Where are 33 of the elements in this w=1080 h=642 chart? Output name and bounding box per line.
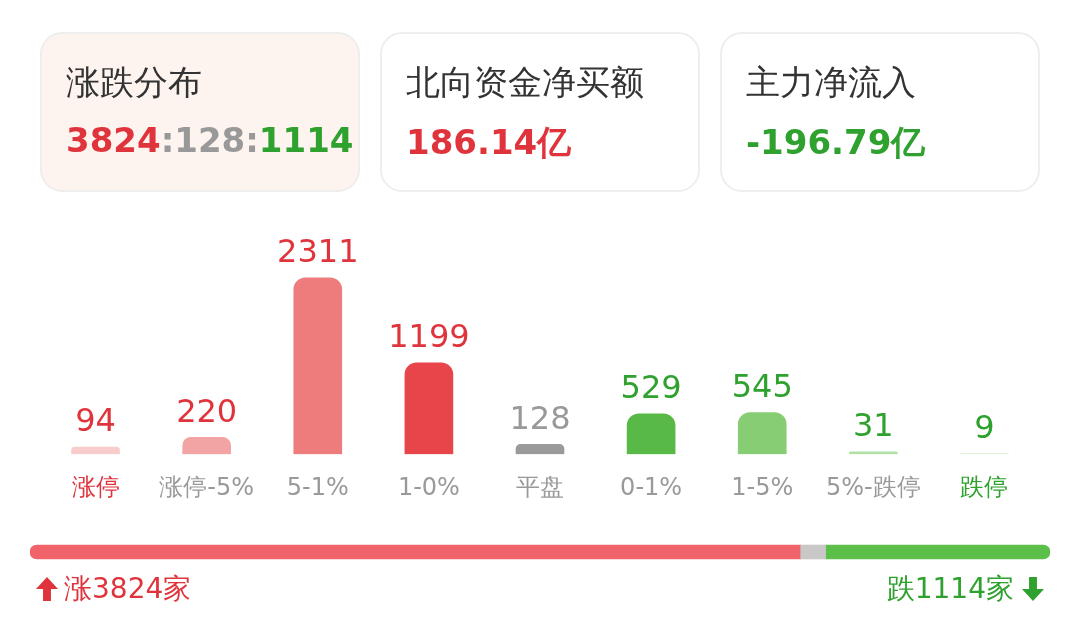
x-tick-label: 平盘: [516, 472, 564, 501]
text: 3824:128:1114: [66, 120, 354, 160]
data-label: 128: [509, 398, 571, 437]
bar: [515, 444, 565, 455]
x-tick-label: 1-5%: [731, 472, 794, 501]
data-label: 220: [176, 391, 238, 430]
bar: [626, 413, 676, 455]
text: 主力净流入: [746, 61, 917, 104]
bar: [404, 362, 454, 455]
bar: [182, 437, 231, 455]
text: 涨3824家: [64, 571, 192, 607]
text: 北向资金净买额: [406, 61, 645, 104]
data-label: 529: [620, 368, 682, 407]
bar: [71, 446, 120, 455]
x-tick-label: 1-0%: [397, 472, 460, 501]
data-label: 2311: [277, 232, 359, 271]
text: -196.79亿: [746, 121, 927, 164]
x-tick-label: 5%-跌停: [825, 472, 921, 501]
text: 186.14亿: [406, 121, 573, 164]
text: 跌1114家: [886, 571, 1014, 607]
x-tick-label: 涨停: [71, 472, 120, 501]
x-tick-label: 0-1%: [620, 472, 683, 501]
text: 涨跌分布: [66, 61, 203, 104]
data-label: 545: [731, 366, 793, 405]
x-tick-label: 5-1%: [286, 472, 349, 501]
data-label: 1199: [388, 317, 470, 356]
data-label: 31: [852, 406, 894, 445]
bar: [737, 412, 787, 455]
data-label: 94: [75, 401, 116, 440]
x-tick-label: 跌停: [960, 472, 1009, 501]
data-label: 9: [974, 407, 995, 446]
bar: [293, 277, 343, 455]
x-tick-label: 涨停-5%: [159, 472, 255, 501]
